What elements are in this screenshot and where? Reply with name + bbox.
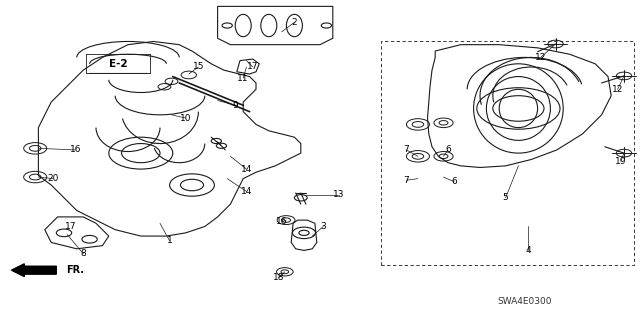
Text: 7: 7 [404, 145, 409, 154]
Text: 19: 19 [615, 157, 627, 166]
Text: 11: 11 [237, 74, 249, 83]
Text: 15: 15 [193, 63, 204, 71]
Text: 16: 16 [276, 217, 287, 226]
Text: 17: 17 [65, 222, 76, 231]
Text: 20: 20 [47, 174, 59, 183]
Text: 13: 13 [333, 190, 345, 199]
Text: 14: 14 [241, 187, 252, 196]
Text: 10: 10 [180, 114, 191, 122]
Text: 9: 9 [233, 101, 238, 110]
Text: 12: 12 [535, 53, 547, 62]
Text: 7: 7 [404, 176, 409, 185]
Text: E-2: E-2 [109, 59, 128, 69]
Text: 16: 16 [70, 145, 81, 154]
FancyArrow shape [12, 264, 56, 277]
Text: 8: 8 [81, 249, 86, 258]
Text: 18: 18 [273, 273, 284, 282]
Text: 12: 12 [612, 85, 623, 94]
Text: SWA4E0300: SWA4E0300 [497, 297, 552, 306]
Text: 1: 1 [167, 236, 172, 245]
Text: 4: 4 [525, 246, 531, 255]
Text: FR.: FR. [66, 265, 84, 275]
Text: 17: 17 [247, 63, 259, 71]
Text: 6: 6 [445, 145, 451, 154]
Text: 6: 6 [452, 177, 457, 186]
Text: 14: 14 [241, 165, 252, 174]
Text: 2: 2 [292, 18, 297, 27]
Text: 5: 5 [503, 193, 508, 202]
Text: 3: 3 [321, 222, 326, 231]
